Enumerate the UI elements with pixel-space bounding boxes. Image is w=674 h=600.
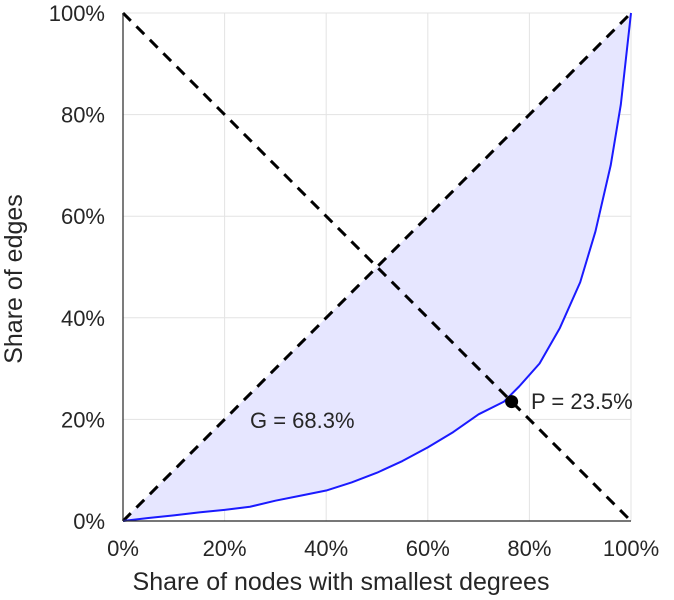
x-tick-label: 80% [507,536,551,561]
p-point-marker [505,395,519,409]
x-tick-label: 20% [203,536,247,561]
x-tick-label: 0% [107,536,139,561]
y-tick-label: 20% [61,407,105,432]
x-tick-label: 40% [304,536,348,561]
x-tick-label: 60% [406,536,450,561]
axes [122,13,631,522]
y-tick-label: 80% [61,103,105,128]
y-tick-labels: 0% 20% 40% 60% 80% 100% [49,1,105,534]
y-axis-label: Share of edges [0,194,28,364]
x-tick-label: 100% [603,536,659,561]
y-tick-label: 40% [61,306,105,331]
equality-line [121,11,633,523]
x-tick-labels: 0% 20% 40% 60% 80% 100% [107,536,659,561]
y-tick-label: 0% [73,509,105,534]
gini-annotation: G = 68.3% [250,408,355,433]
y-tick-label: 100% [49,1,105,26]
x-axis-label: Share of nodes with smallest degrees [133,568,550,596]
y-tick-label: 60% [61,204,105,229]
p-annotation: P = 23.5% [531,389,633,414]
anti-diagonal-line [121,11,633,523]
lorenz-curve [122,12,632,522]
